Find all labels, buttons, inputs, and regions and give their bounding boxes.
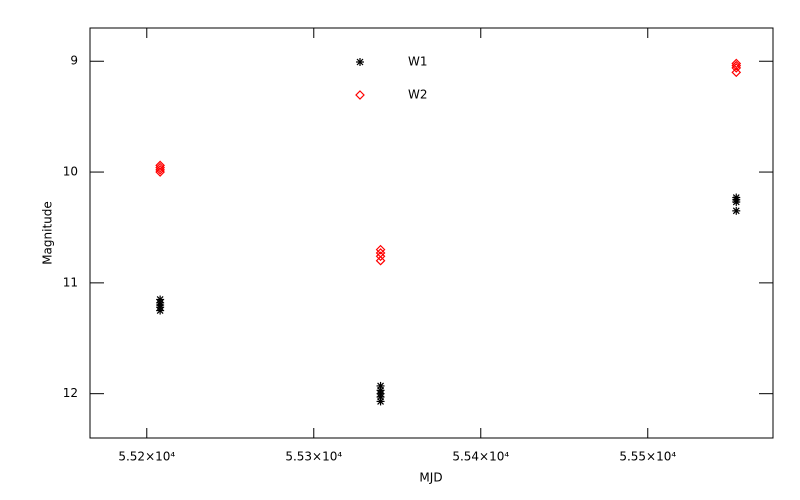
data-point <box>731 60 742 71</box>
y-tick-label: 12 <box>63 386 78 400</box>
x-tick-label: 5.54×10⁴ <box>452 450 509 464</box>
data-point <box>375 255 386 266</box>
data-point <box>731 63 742 73</box>
marker-shape <box>155 167 165 177</box>
legend-marker <box>355 90 365 100</box>
y-axis-title: Magnitude <box>41 201 55 265</box>
data-point <box>732 206 741 215</box>
y-tick-label: 10 <box>63 165 78 179</box>
legend-label: W2 <box>408 88 428 102</box>
marker-shape <box>375 244 386 255</box>
marker-shape <box>155 160 165 171</box>
x-tick-label: 5.52×10⁴ <box>118 450 175 464</box>
marker-shape <box>731 63 742 73</box>
marker-stroke <box>732 198 740 206</box>
x-axis-title: MJD <box>419 471 442 485</box>
x-tick-label: 5.53×10⁴ <box>285 450 342 464</box>
data-point <box>155 167 165 177</box>
marker-shape <box>375 255 386 266</box>
plot-frame <box>89 27 774 439</box>
data-point <box>731 67 742 78</box>
marker-stroke <box>377 398 384 405</box>
marker-shape <box>355 90 365 100</box>
marker-shape <box>731 67 742 78</box>
y-tick-label: 9 <box>70 54 78 68</box>
marker-shape <box>375 251 386 262</box>
data-point <box>155 160 165 171</box>
data-point <box>732 197 741 206</box>
data-point <box>375 251 386 262</box>
data-point <box>155 164 165 175</box>
marker-shape <box>155 164 165 175</box>
legend-marker <box>356 58 364 66</box>
marker-shape <box>731 60 742 71</box>
legend-label: W1 <box>408 55 428 69</box>
marker-stroke <box>732 207 740 215</box>
data-point <box>155 162 165 173</box>
y-tick-label: 11 <box>63 275 78 289</box>
marker-shape <box>155 162 165 173</box>
data-point <box>376 397 385 406</box>
marker-stroke <box>356 58 364 66</box>
marker-stroke <box>156 307 164 314</box>
data-point <box>375 244 386 255</box>
data-point <box>156 306 165 315</box>
marker-shape <box>731 58 742 69</box>
x-tick-label: 5.55×10⁴ <box>619 450 676 464</box>
data-point <box>731 58 742 69</box>
